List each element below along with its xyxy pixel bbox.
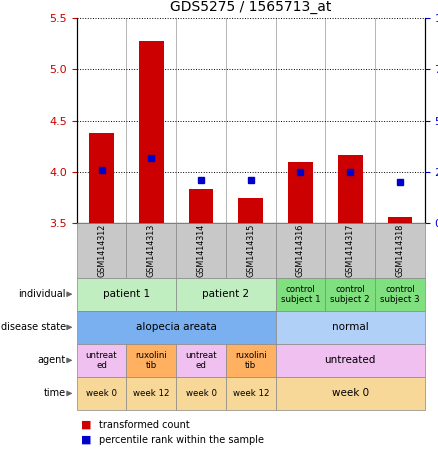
Bar [288, 162, 313, 223]
Text: week 0: week 0 [332, 388, 369, 399]
Text: GSM1414313: GSM1414313 [147, 224, 156, 277]
Text: week 12: week 12 [133, 389, 170, 398]
Text: ■: ■ [81, 419, 92, 430]
Text: GSM1414316: GSM1414316 [296, 224, 305, 277]
Text: untreat
ed: untreat ed [185, 351, 217, 370]
Text: ruxolini
tib: ruxolini tib [235, 351, 267, 370]
Text: percentile rank within the sample: percentile rank within the sample [99, 435, 264, 445]
Text: alopecia areata: alopecia areata [136, 322, 216, 333]
Text: control
subject 2: control subject 2 [330, 284, 370, 304]
Bar [388, 217, 413, 223]
Text: disease state: disease state [0, 322, 66, 333]
Text: normal: normal [332, 322, 369, 333]
Text: agent: agent [38, 355, 66, 366]
Text: control
subject 3: control subject 3 [380, 284, 420, 304]
Text: GSM1414315: GSM1414315 [246, 224, 255, 277]
Text: GSM1414314: GSM1414314 [197, 224, 205, 277]
Bar [139, 41, 164, 223]
Text: week 12: week 12 [233, 389, 269, 398]
Text: GSM1414312: GSM1414312 [97, 224, 106, 277]
Text: week 0: week 0 [186, 389, 216, 398]
Bar [89, 133, 114, 223]
Bar [238, 198, 263, 223]
Text: ruxolini
tib: ruxolini tib [135, 351, 167, 370]
Text: ■: ■ [81, 435, 92, 445]
Title: GDS5275 / 1565713_at: GDS5275 / 1565713_at [170, 0, 332, 14]
Bar [338, 154, 363, 223]
Text: patient 2: patient 2 [202, 289, 250, 299]
Text: individual: individual [18, 289, 66, 299]
Text: time: time [43, 388, 66, 399]
Text: untreated: untreated [325, 355, 376, 366]
Text: GSM1414317: GSM1414317 [346, 224, 355, 277]
Text: transformed count: transformed count [99, 419, 189, 430]
Text: week 0: week 0 [86, 389, 117, 398]
Text: patient 1: patient 1 [103, 289, 150, 299]
Text: GSM1414318: GSM1414318 [396, 224, 404, 277]
Bar [189, 189, 213, 223]
Text: untreat
ed: untreat ed [86, 351, 117, 370]
Text: control
subject 1: control subject 1 [281, 284, 320, 304]
